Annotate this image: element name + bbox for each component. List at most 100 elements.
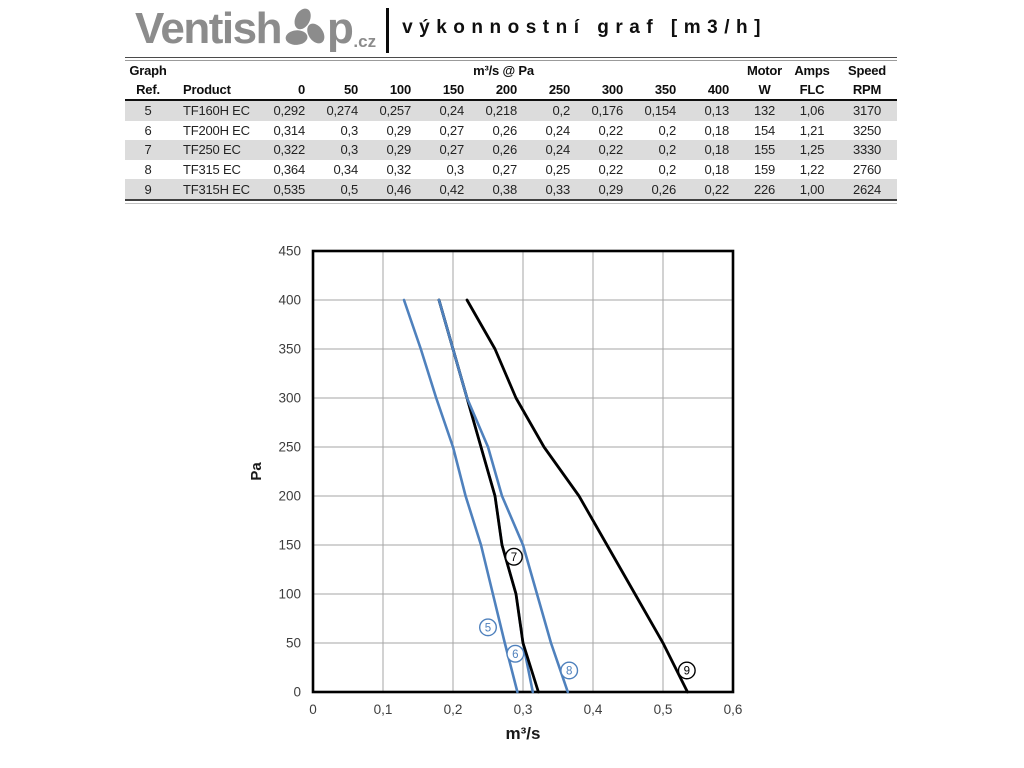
pa-value-cell: 0,2: [658, 142, 677, 158]
motor-cell: 159: [753, 162, 776, 178]
y-tick-label: 250: [278, 440, 301, 455]
col-pa-300: 300: [583, 80, 636, 101]
pa-value-cell: 0,38: [492, 181, 517, 197]
amps-cell: 1,00: [799, 181, 825, 197]
product-cell: TF200H EC: [183, 122, 250, 138]
curve-label-9: 9: [684, 665, 690, 677]
curve-label-5: 5: [485, 622, 491, 634]
pa-value-cell: 0,22: [598, 122, 623, 138]
x-axis-title: m³/s: [506, 724, 541, 743]
table-row: 7 TF250 EC 0,322 0,3 0,29 0,27 0,26 0,24…: [125, 140, 897, 160]
pa-value-cell: 0,46: [386, 181, 411, 197]
motor-cell: 226: [753, 181, 776, 197]
pa-value-cell: 0,2: [658, 122, 677, 138]
x-tick-label: 0,3: [514, 702, 533, 717]
pa-value-cell: 0,22: [704, 181, 729, 197]
y-axis-title: Pa: [248, 462, 265, 481]
col-pa-350: 350: [636, 80, 689, 101]
curve-label-circle-8: [560, 661, 579, 680]
ventishop-logo: Ventish p .cz: [135, 4, 376, 55]
pa-value-cell: 0,29: [598, 181, 623, 197]
pa-value-cell: 0,5: [340, 181, 359, 197]
y-tick-label: 350: [278, 342, 301, 357]
performance-chart: 5 6 7 8 9 0 50 100 150 200 250 300 350 400 450 0 0,1 0,2 0…: [248, 244, 742, 744]
pa-value-cell: 0,322: [273, 142, 305, 158]
pa-value-cell: 0,314: [273, 122, 305, 138]
y-tick-label: 300: [278, 391, 301, 406]
product-cell: TF250 EC: [183, 142, 241, 158]
pa-value-cell: 0,29: [386, 122, 411, 138]
pa-value-cell: 0,22: [598, 142, 623, 158]
curve-8: [437, 298, 570, 694]
pa-value-cell: 0,18: [704, 142, 729, 158]
pa-value-cell: 0,3: [340, 122, 359, 138]
pa-value-cell: 0,29: [386, 142, 411, 158]
col-group-speed: Speed: [847, 63, 886, 78]
pa-value-cell: 0,3: [446, 162, 465, 178]
x-tick-label: 0,2: [444, 702, 463, 717]
y-tick-label: 0: [293, 685, 301, 700]
fan-data-table: Graph m³/s @ Pa Motor Amps Speed Ref. Pr…: [125, 60, 897, 201]
y-tick-label: 150: [278, 538, 301, 553]
y-tick-label: 450: [278, 244, 301, 259]
page-header: Ventish p .cz výkonnostní graf [m3/h]: [135, 4, 767, 55]
header-divider: [386, 8, 390, 53]
pa-value-cell: 0,26: [492, 122, 517, 138]
speed-cell: 2760: [852, 162, 882, 178]
pa-value-cell: 0,257: [379, 103, 411, 119]
ref-cell: 6: [144, 122, 152, 138]
col-pa-250: 250: [530, 80, 583, 101]
pa-value-cell: 0,27: [439, 142, 464, 158]
ref-cell: 5: [144, 103, 152, 119]
col-pa-100: 100: [371, 80, 424, 101]
curve-9: [465, 298, 689, 694]
pa-value-cell: 0,176: [591, 103, 623, 119]
col-pa-150: 150: [424, 80, 477, 101]
motor-cell: 154: [753, 122, 776, 138]
ref-cell: 8: [144, 162, 152, 178]
col-group-motor: Motor: [746, 63, 783, 78]
pa-value-cell: 0,18: [704, 162, 729, 178]
pa-value-cell: 0,2: [658, 162, 677, 178]
motor-cell: 155: [753, 142, 776, 158]
plot-border: [311, 249, 735, 694]
logo-tld: .cz: [353, 32, 377, 51]
amps-cell: 1,22: [799, 162, 825, 178]
pa-value-cell: 0,18: [704, 122, 729, 138]
pa-value-cell: 0,42: [439, 181, 464, 197]
pa-value-cell: 0,364: [273, 162, 305, 178]
col-motor-w: W: [742, 80, 787, 101]
pa-value-cell: 0,27: [439, 122, 464, 138]
amps-cell: 1,06: [799, 103, 825, 119]
pa-value-cell: 0,32: [386, 162, 411, 178]
fan-icon: [285, 8, 325, 45]
logo-text-ventish: Ventish: [135, 4, 283, 53]
curve-label-6: 6: [512, 649, 518, 661]
speed-cell: 2624: [852, 181, 882, 197]
x-tick-label: 0,4: [584, 702, 603, 717]
pa-value-cell: 0,33: [545, 181, 570, 197]
col-group-spacer: [171, 61, 265, 81]
pa-value-cell: 0,535: [273, 181, 305, 197]
table-row: 6 TF200H EC 0,314 0,3 0,29 0,27 0,26 0,2…: [125, 121, 897, 141]
table-group-header-row: Graph m³/s @ Pa Motor Amps Speed: [125, 61, 897, 81]
y-tick-label: 100: [278, 587, 301, 602]
amps-cell: 1,21: [799, 122, 825, 138]
performance-table: Graph m³/s @ Pa Motor Amps Speed Ref. Pr…: [125, 57, 897, 204]
pa-value-cell: 0,274: [326, 103, 358, 119]
ref-cell: 9: [144, 181, 152, 197]
curve-5: [402, 298, 519, 694]
product-cell: TF160H EC: [183, 103, 250, 119]
product-cell: TF315H EC: [183, 181, 250, 197]
pa-value-cell: 0,24: [439, 103, 464, 119]
curve-label-circle-5: [478, 618, 497, 637]
curve-label-circle-6: [506, 644, 525, 663]
amps-cell: 1,25: [799, 142, 825, 158]
pa-value-cell: 0,26: [651, 181, 676, 197]
col-speed-rpm: RPM: [837, 80, 897, 101]
pa-value-cell: 0,27: [492, 162, 517, 178]
y-tick-label: 50: [286, 636, 301, 651]
x-tick-label: 0: [309, 702, 317, 717]
y-tick-label: 200: [278, 489, 301, 504]
col-pa-0: 0: [265, 80, 318, 101]
